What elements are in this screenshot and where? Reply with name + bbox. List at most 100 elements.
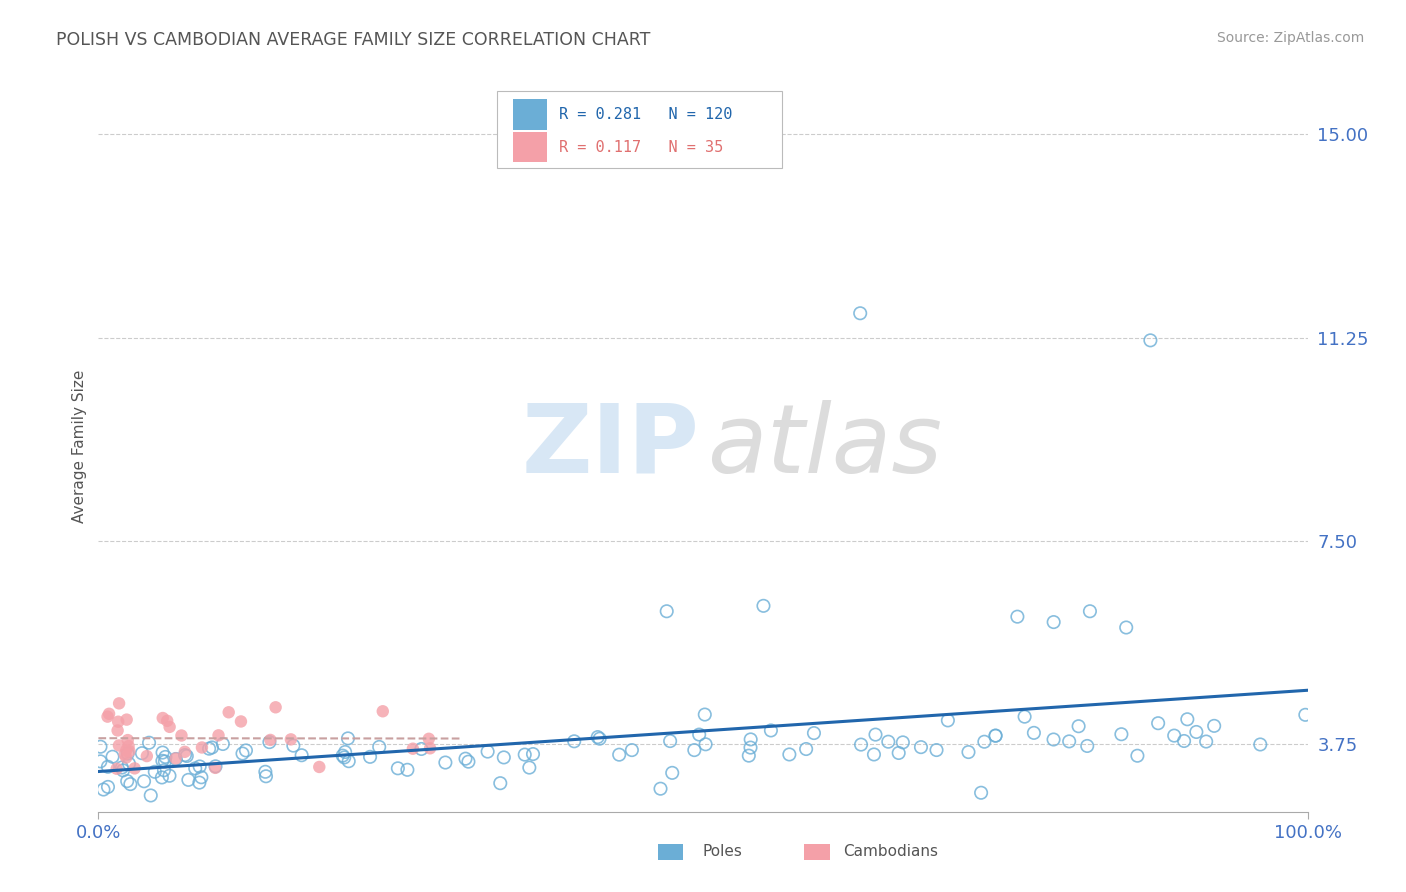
Point — [740, 732, 762, 747]
Point — [688, 728, 710, 742]
Point — [368, 739, 391, 754]
Point — [152, 746, 174, 760]
Point — [332, 748, 354, 763]
Point — [492, 750, 515, 764]
Point — [891, 735, 914, 749]
Point — [115, 743, 138, 757]
Point — [333, 750, 356, 764]
Point — [135, 749, 157, 764]
Text: POLISH VS CAMBODIAN AVERAGE FAMILY SIZE CORRELATION CHART: POLISH VS CAMBODIAN AVERAGE FAMILY SIZE … — [56, 31, 651, 49]
Point — [107, 723, 129, 738]
Point — [117, 733, 139, 747]
Point — [620, 743, 643, 757]
Point — [659, 734, 682, 748]
Point — [97, 780, 120, 794]
Point — [190, 770, 212, 784]
Point — [184, 761, 207, 775]
Point — [254, 764, 277, 779]
Point — [201, 740, 224, 755]
Point — [89, 755, 111, 769]
Point — [1294, 707, 1316, 722]
Point — [1126, 748, 1149, 763]
Point — [131, 746, 153, 760]
Point — [111, 760, 134, 774]
Point — [522, 747, 544, 761]
Point — [139, 789, 162, 803]
Point — [1115, 620, 1137, 634]
Point — [1163, 729, 1185, 743]
Point — [308, 760, 330, 774]
FancyBboxPatch shape — [513, 132, 547, 162]
Point — [655, 604, 678, 618]
Point — [204, 761, 226, 775]
Point — [877, 735, 900, 749]
Point — [143, 764, 166, 779]
Point — [150, 771, 173, 785]
Point — [1173, 734, 1195, 748]
Text: Poles: Poles — [703, 845, 742, 859]
Point — [204, 759, 226, 773]
Point — [152, 754, 174, 768]
Point — [115, 713, 138, 727]
Point — [759, 723, 782, 738]
Point — [188, 759, 211, 773]
Point — [159, 769, 181, 783]
Point — [212, 737, 235, 751]
Y-axis label: Average Family Size: Average Family Size — [72, 369, 87, 523]
Point — [153, 755, 176, 769]
Point — [118, 744, 141, 758]
Point — [259, 733, 281, 747]
Point — [1057, 734, 1080, 748]
Point — [155, 750, 177, 764]
Point — [359, 749, 381, 764]
Point — [794, 742, 817, 756]
Point — [970, 786, 993, 800]
Point — [778, 747, 800, 762]
Point — [93, 782, 115, 797]
Point — [138, 736, 160, 750]
Text: Source: ZipAtlas.com: Source: ZipAtlas.com — [1216, 31, 1364, 45]
Point — [98, 706, 121, 721]
Point — [1042, 615, 1064, 629]
Point — [457, 755, 479, 769]
Point — [117, 747, 139, 761]
Point — [177, 772, 200, 787]
Point — [165, 752, 187, 766]
Point — [218, 706, 240, 720]
Point — [159, 720, 181, 734]
Point — [402, 741, 425, 756]
Point — [1042, 732, 1064, 747]
Point — [740, 740, 762, 755]
Point — [849, 738, 872, 752]
Point — [291, 748, 314, 763]
Point — [396, 763, 419, 777]
Point — [153, 763, 176, 777]
Point — [562, 734, 585, 748]
Point — [115, 750, 138, 764]
Point — [231, 747, 253, 761]
Text: atlas: atlas — [707, 400, 942, 492]
Point — [865, 728, 887, 742]
Text: Cambodians: Cambodians — [844, 845, 939, 859]
Point — [513, 747, 536, 762]
Point — [1078, 604, 1101, 618]
Point — [607, 747, 630, 762]
Point — [176, 749, 198, 764]
Point — [419, 741, 441, 756]
Point — [661, 765, 683, 780]
Point — [96, 709, 118, 723]
Point — [387, 761, 409, 775]
Point — [973, 735, 995, 749]
Point — [925, 743, 948, 757]
Point — [152, 711, 174, 725]
Point — [188, 775, 211, 789]
Point — [489, 776, 512, 790]
Point — [910, 740, 932, 755]
Point — [586, 730, 609, 744]
Point — [1195, 734, 1218, 748]
Point — [108, 739, 131, 753]
Point — [693, 707, 716, 722]
Point — [259, 735, 281, 749]
Text: R = 0.281   N = 120: R = 0.281 N = 120 — [560, 107, 733, 122]
Point — [174, 747, 197, 762]
